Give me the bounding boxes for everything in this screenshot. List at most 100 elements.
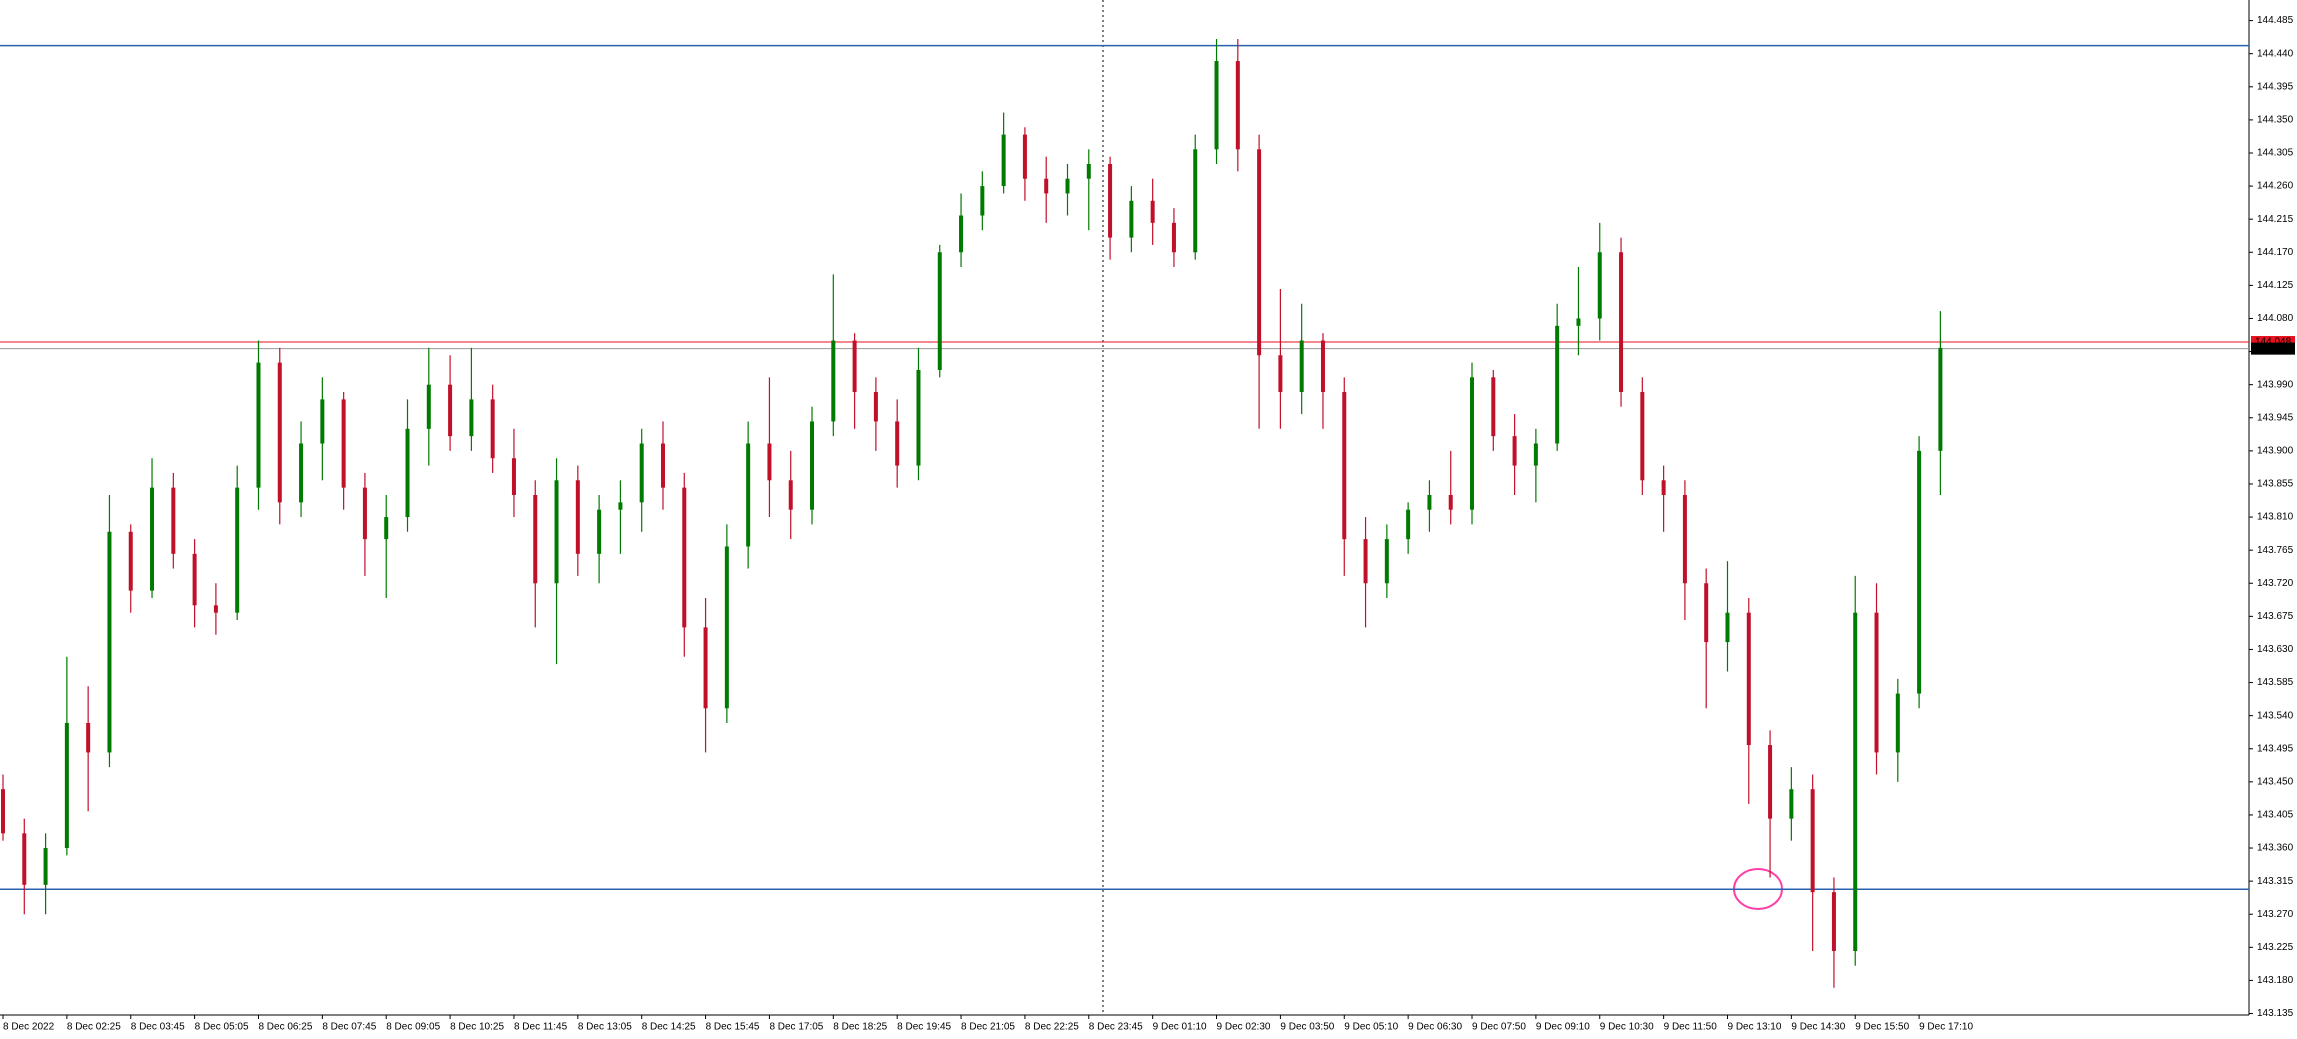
candle-body xyxy=(1086,164,1091,179)
candle-body xyxy=(1214,61,1219,150)
x-tick-label: 8 Dec 10:25 xyxy=(450,1022,504,1033)
y-tick-label: 144.215 xyxy=(2257,214,2294,225)
candle-body xyxy=(937,252,942,370)
candle-body xyxy=(1320,340,1325,393)
candle-body xyxy=(1789,789,1794,819)
x-tick-label: 9 Dec 01:10 xyxy=(1153,1022,1207,1033)
candle-body xyxy=(1299,340,1304,393)
candle-body xyxy=(746,443,751,547)
candle-body xyxy=(1512,436,1517,466)
candle-body xyxy=(1725,612,1730,643)
x-tick-label: 9 Dec 17:10 xyxy=(1919,1022,1973,1033)
y-tick-label: 143.225 xyxy=(2257,942,2294,953)
candle-body xyxy=(22,833,27,885)
candle-body xyxy=(320,399,325,444)
y-tick-label: 144.350 xyxy=(2257,115,2294,126)
candle-body xyxy=(1342,392,1347,540)
candle-body xyxy=(448,384,453,437)
candle-body xyxy=(1533,443,1538,466)
price-label: 144.039 xyxy=(2255,343,2292,354)
candle-body xyxy=(618,502,623,510)
y-tick-label: 144.125 xyxy=(2257,280,2294,291)
candle-body xyxy=(213,605,218,613)
candle-body xyxy=(1235,61,1240,150)
candle-body xyxy=(1363,539,1368,584)
candle-body xyxy=(235,487,240,613)
candle-body xyxy=(1406,509,1411,540)
candle-body xyxy=(1044,178,1049,194)
candle-body xyxy=(660,443,665,488)
candle-body xyxy=(1597,252,1602,319)
candle-body xyxy=(341,399,346,488)
candle-body xyxy=(1,789,5,834)
candle-body xyxy=(1171,222,1176,253)
candle-body xyxy=(1555,325,1560,444)
y-tick-label: 144.395 xyxy=(2257,81,2294,92)
candle-body xyxy=(533,494,538,584)
candle-body xyxy=(490,399,495,459)
y-tick-label: 143.585 xyxy=(2257,677,2294,688)
y-tick-label: 143.180 xyxy=(2257,975,2294,986)
candle-body xyxy=(1257,149,1262,356)
candle-body xyxy=(192,553,197,606)
candle-body xyxy=(1576,318,1581,326)
candle-body xyxy=(1938,347,1943,451)
y-tick-label: 144.170 xyxy=(2257,247,2294,258)
candle-body xyxy=(1831,892,1836,952)
candle-body xyxy=(1193,149,1198,253)
y-tick-label: 143.810 xyxy=(2257,512,2294,523)
y-tick-label: 143.360 xyxy=(2257,843,2294,854)
candle-body xyxy=(299,443,304,503)
candle-body xyxy=(1427,494,1432,510)
x-tick-label: 8 Dec 07:45 xyxy=(322,1022,376,1033)
candle-body xyxy=(1448,494,1453,510)
candle-body xyxy=(597,509,602,554)
candle-body xyxy=(703,627,708,709)
candle-body xyxy=(1150,200,1155,223)
candle-body xyxy=(43,848,48,885)
candle-body xyxy=(1491,377,1496,437)
y-tick-label: 143.135 xyxy=(2257,1008,2294,1019)
candle-body xyxy=(426,384,431,429)
y-tick-label: 143.405 xyxy=(2257,810,2294,821)
y-tick-label: 143.495 xyxy=(2257,743,2294,754)
candle-body xyxy=(1129,200,1134,238)
x-tick-label: 8 Dec 03:45 xyxy=(131,1022,185,1033)
candle-body xyxy=(64,723,69,849)
candle-body xyxy=(767,443,772,481)
y-tick-label: 143.720 xyxy=(2257,578,2294,589)
x-tick-label: 8 Dec 18:25 xyxy=(833,1022,887,1033)
x-tick-label: 9 Dec 14:30 xyxy=(1791,1022,1845,1033)
x-tick-label: 9 Dec 13:10 xyxy=(1727,1022,1781,1033)
x-tick-label: 9 Dec 11:50 xyxy=(1664,1022,1718,1033)
x-tick-label: 9 Dec 10:30 xyxy=(1600,1022,1654,1033)
candle-body xyxy=(1384,539,1389,584)
candle-body xyxy=(1895,693,1900,753)
candle-body xyxy=(788,480,793,510)
candle-body xyxy=(86,723,91,753)
x-tick-label: 9 Dec 06:30 xyxy=(1408,1022,1462,1033)
candle-body xyxy=(362,487,367,540)
x-tick-label: 8 Dec 22:25 xyxy=(1025,1022,1079,1033)
y-tick-label: 143.450 xyxy=(2257,776,2294,787)
candle-body xyxy=(1704,583,1709,643)
candle-body xyxy=(1470,377,1475,510)
x-tick-label: 8 Dec 09:05 xyxy=(386,1022,440,1033)
candle-body xyxy=(959,215,964,253)
y-tick-label: 143.315 xyxy=(2257,876,2294,887)
candle-body xyxy=(405,428,410,518)
candle-body xyxy=(1682,494,1687,584)
candle-body xyxy=(384,517,389,540)
candle-body xyxy=(916,369,921,466)
candle-body xyxy=(1853,612,1858,952)
candle-body xyxy=(150,487,155,591)
price-label-bg xyxy=(2251,342,2295,355)
x-tick-label: 9 Dec 03:50 xyxy=(1280,1022,1334,1033)
y-tick-label: 143.630 xyxy=(2257,644,2294,655)
candle-body xyxy=(1108,164,1113,238)
candle-body xyxy=(895,421,900,466)
x-tick-label: 9 Dec 05:10 xyxy=(1344,1022,1398,1033)
candle-body xyxy=(1810,789,1815,893)
candle-body xyxy=(1768,745,1773,819)
